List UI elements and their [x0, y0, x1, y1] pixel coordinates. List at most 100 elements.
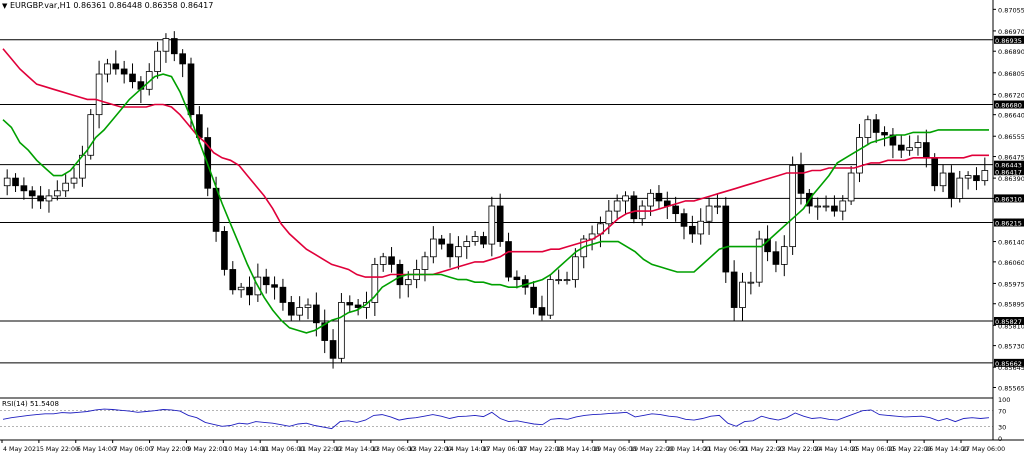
candle-body [897, 144, 905, 151]
candle-body [496, 205, 504, 242]
candle-body [538, 307, 546, 316]
time-tick-label: 24 May 14:00 [814, 446, 857, 453]
price-tick-label: 0.85730 [998, 343, 1024, 351]
candle-body [546, 279, 554, 316]
candle-body [112, 63, 120, 70]
candle-body [179, 53, 186, 65]
candle-body [346, 302, 354, 306]
candle-body [689, 225, 696, 235]
candle-body [271, 284, 278, 288]
candle-body [438, 238, 446, 245]
candle-body [246, 286, 253, 296]
symbol-label: EURGBP.var,H1 [9, 1, 71, 10]
candle-body [789, 165, 796, 248]
level-price-tag [994, 35, 1024, 44]
candle-body [856, 137, 863, 174]
price-tick-label: 0.85810 [998, 322, 1024, 330]
candle-body [313, 304, 320, 324]
candle-body [3, 177, 11, 187]
rsi-tick-label: 100 [998, 396, 1010, 404]
rsi-tick-label: 30 [998, 423, 1006, 431]
candle-body [488, 205, 496, 245]
candle-body [329, 340, 337, 359]
candle-body [304, 304, 312, 308]
candle-body [170, 38, 178, 55]
candle-body [697, 220, 705, 235]
time-tick-label: 18 May 14:00 [556, 446, 599, 453]
price-tick-label: 0.86555 [998, 133, 1024, 141]
price-tick-label: 0.85645 [998, 364, 1024, 372]
candle-body [62, 182, 69, 192]
time-tick-label: 20 May 14:00 [667, 446, 710, 453]
candle-body [287, 302, 295, 316]
level-price-label: 0.86215 [995, 220, 1022, 228]
candle-body [129, 73, 136, 83]
level-price-tag [994, 100, 1024, 109]
candle-body [28, 190, 36, 197]
price-tick-label: 0.86890 [998, 48, 1024, 56]
time-tick-label: 9 May 22:00 [187, 446, 226, 453]
rsi-tick-label: 0 [998, 435, 1002, 443]
candle-body [154, 50, 161, 72]
price-tick-label: 0.86390 [998, 175, 1024, 183]
candle-body [630, 195, 638, 220]
current-price-label: 0.86417 [995, 168, 1022, 176]
candle-body [948, 172, 955, 199]
candle-body [145, 71, 153, 90]
candle-body [196, 114, 203, 138]
candle-body [388, 256, 395, 265]
time-tick-label: 7 May 06:00 [114, 446, 153, 453]
candle-body [923, 142, 930, 159]
level-price-label: 0.85827 [995, 318, 1022, 326]
time-tick-label: 14 May 14:00 [446, 446, 489, 453]
candle-body [371, 263, 379, 303]
time-tick-label: 17 May 06:00 [483, 446, 526, 453]
candle-body [513, 276, 521, 281]
time-tick-label: 25 May 22:00 [888, 446, 931, 453]
level-price-label: 0.86443 [995, 162, 1022, 170]
time-tick-label: 26 May 14:00 [925, 446, 968, 453]
time-tick-label: 4 May 2021 [3, 446, 40, 453]
candle-body [655, 192, 663, 202]
price-tick-label: 0.86060 [998, 259, 1024, 267]
candle-body [53, 190, 61, 197]
candle-body [572, 256, 579, 281]
price-tick-label: 0.87055 [998, 6, 1024, 14]
candle-body [622, 195, 629, 202]
candle-body [605, 210, 613, 225]
candle-body [563, 279, 571, 282]
price-tick-label: 0.86970 [998, 28, 1024, 36]
level-price-label: 0.85662 [995, 360, 1022, 368]
candle-body [638, 205, 646, 220]
candle-body [722, 205, 730, 273]
time-tick-label: 23 May 22:00 [778, 446, 821, 453]
time-tick-label: 7 May 22:00 [151, 446, 190, 453]
level-price-tag [994, 358, 1024, 367]
candle-body [839, 200, 847, 212]
candle-body [120, 68, 128, 75]
rsi-tick-label: 70 [998, 408, 1006, 416]
candle-body [354, 304, 362, 308]
candle-body [747, 281, 755, 284]
time-tick-label: 10 May 14:00 [224, 446, 267, 453]
candle-body [404, 279, 412, 286]
candle-body [471, 236, 479, 242]
candle-body [705, 205, 713, 222]
rsi-header: RSI(14) 51.5408 [2, 400, 59, 408]
level-price-tag [994, 160, 1024, 169]
candle-body [20, 185, 28, 192]
candle-body [229, 269, 237, 291]
candle-body [764, 238, 771, 253]
candle-body [95, 73, 103, 116]
time-tick-label: 19 May 06:00 [593, 446, 636, 453]
candle-body [338, 302, 345, 359]
triangle-down-icon[interactable]: ▼ [2, 2, 8, 10]
candle-body [446, 243, 454, 258]
candle-body [780, 246, 788, 265]
candle-body [956, 177, 964, 199]
candle-body [463, 241, 471, 248]
candle-body [555, 279, 562, 282]
rsi-line [2, 408, 990, 430]
